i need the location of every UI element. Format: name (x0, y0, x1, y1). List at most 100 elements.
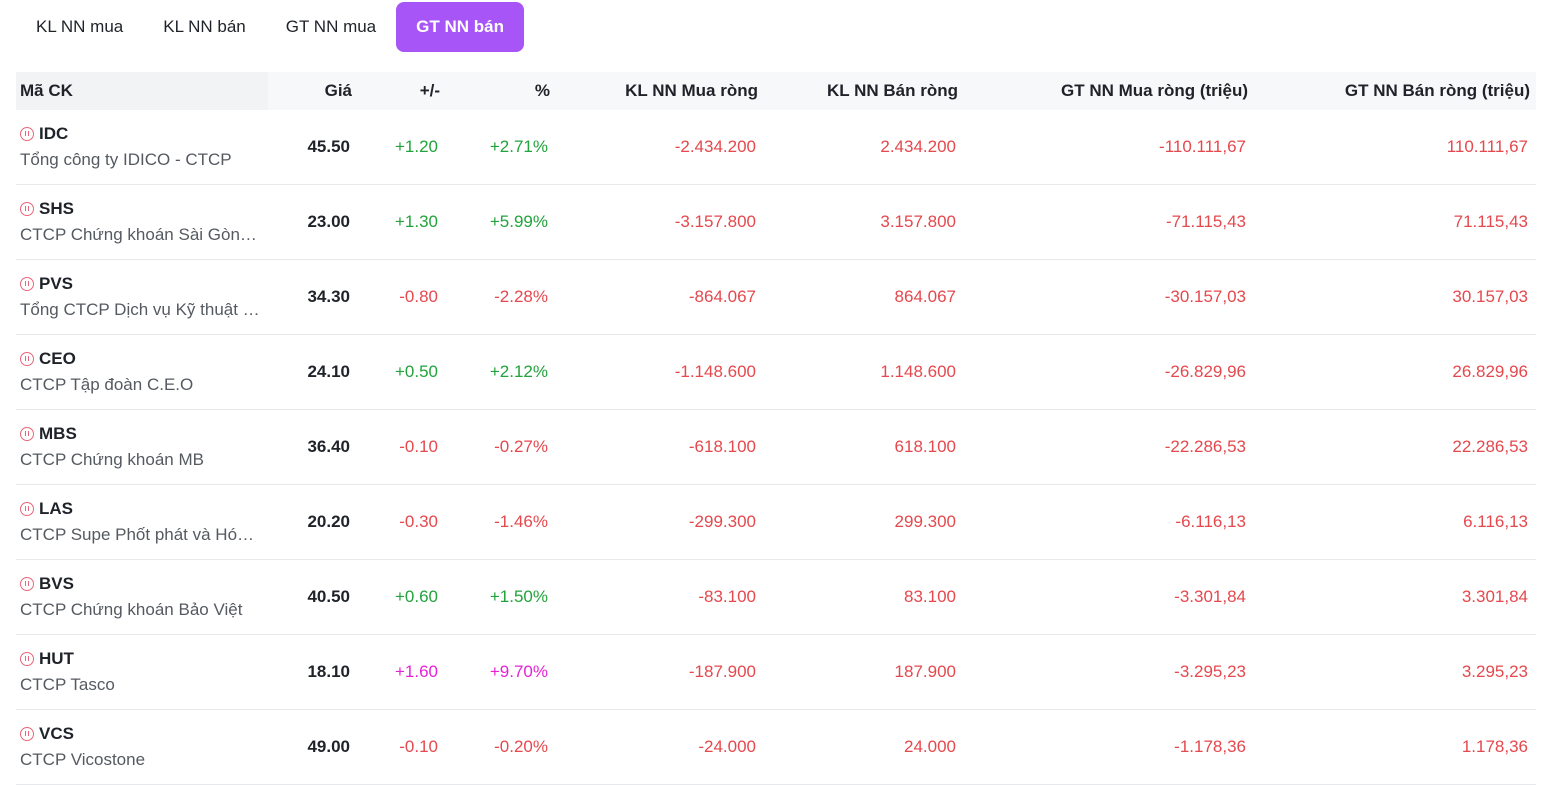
table-body: IDC Tổng công ty IDICO - CTCP 45.50 +1.20 +2… (16, 110, 1536, 785)
change-cell: -0.30 (399, 512, 438, 531)
gt-ban-rong-cell: 3.295,23 (1461, 662, 1528, 681)
kl-mua-rong-cell: -618.100 (688, 437, 756, 456)
tab-kl-nn-ban[interactable]: KL NN bán (163, 17, 246, 36)
stock-symbol[interactable]: PVS (39, 274, 74, 293)
gt-ban-rong-cell: 26.829,96 (1452, 362, 1528, 381)
symbol-line: BVS (20, 574, 260, 594)
change-cell: -0.10 (399, 737, 438, 756)
change-cell: +0.60 (394, 587, 438, 606)
table-row[interactable]: IDC Tổng công ty IDICO - CTCP 45.50 +1.20 +2… (16, 110, 1536, 185)
kl-mua-rong-cell: -24.000 (698, 737, 756, 756)
table-row[interactable]: BVS CTCP Chứng khoán Bảo Việt 40.50 +0.60 +1… (16, 560, 1536, 635)
stock-cell[interactable]: SHS CTCP Chứng khoán Sài Gòn - Hà Nội (16, 199, 268, 245)
table-row[interactable]: CEO CTCP Tập đoàn C.E.O 24.10 +0.50 +2.12% -1… (16, 335, 1536, 410)
stock-symbol[interactable]: BVS (39, 574, 74, 593)
gt-mua-rong-cell: -71.115,43 (1165, 212, 1246, 231)
pause-circle-icon (20, 127, 34, 141)
kl-ban-rong-cell: 83.100 (904, 587, 956, 606)
stock-cell[interactable]: PVS Tổng CTCP Dịch vụ Kỹ thuật Dầu khí Vi… (16, 274, 268, 320)
kl-ban-rong-cell: 618.100 (894, 437, 956, 456)
gt-mua-rong-cell: -22.286,53 (1164, 437, 1246, 456)
change-cell: +1.20 (394, 137, 438, 156)
stock-cell[interactable]: VCS CTCP Vicostone (16, 724, 268, 770)
company-name: CTCP Supe Phốt phát và Hóa chất Lâm Thao (20, 525, 260, 544)
stock-symbol[interactable]: IDC (39, 124, 69, 143)
tab-gt-nn-ban[interactable]: GT NN bán (396, 2, 524, 52)
stock-symbol[interactable]: VCS (39, 724, 74, 743)
table-row[interactable]: LAS CTCP Supe Phốt phát và Hóa chất Lâm T… (16, 485, 1536, 560)
stock-cell[interactable]: IDC Tổng công ty IDICO - CTCP (16, 124, 268, 170)
price-cell: 23.00 (307, 212, 350, 231)
kl-mua-rong-cell: -83.100 (698, 587, 756, 606)
gt-mua-rong-cell: -3.295,23 (1174, 662, 1246, 681)
kl-mua-rong-cell: -2.434.200 (674, 137, 756, 156)
symbol-line: SHS (20, 199, 260, 219)
gt-ban-rong-cell: 1.178,36 (1461, 737, 1528, 756)
price-cell: 18.10 (307, 662, 350, 681)
table-row[interactable]: VCS CTCP Vicostone 49.00 -0.10 -0.20% -24.000… (16, 710, 1536, 785)
percent-cell: -2.28% (494, 287, 548, 306)
pause-circle-icon (20, 427, 34, 441)
percent-cell: -0.20% (494, 737, 548, 756)
tab-gt-nn-mua[interactable]: GT NN mua (285, 17, 377, 36)
column-header-gt-mua-rong[interactable]: GT NN Mua ròng (triệu) (1061, 81, 1248, 100)
pause-circle-icon (20, 577, 34, 591)
stock-symbol[interactable]: LAS (39, 499, 73, 518)
gt-ban-rong-cell: 6.116,13 (1463, 512, 1528, 531)
table-row[interactable]: MBS CTCP Chứng khoán MB 36.40 -0.10 -0.27% -6… (16, 410, 1536, 485)
stock-cell[interactable]: CEO CTCP Tập đoàn C.E.O (16, 349, 268, 395)
stock-cell[interactable]: BVS CTCP Chứng khoán Bảo Việt (16, 574, 268, 620)
stock-symbol[interactable]: SHS (39, 199, 74, 218)
percent-cell: +1.50% (489, 587, 548, 606)
gt-mua-rong-cell: -110.111,67 (1159, 137, 1246, 156)
gt-ban-rong-cell: 3.301,84 (1461, 587, 1528, 606)
gt-mua-rong-cell: -1.178,36 (1174, 737, 1246, 756)
company-name: CTCP Vicostone (20, 750, 146, 769)
stock-cell[interactable]: HUT CTCP Tasco (16, 649, 268, 695)
pause-circle-icon (20, 502, 34, 516)
pause-circle-icon (20, 652, 34, 666)
company-name: Tổng CTCP Dịch vụ Kỹ thuật Dầu khí Việt … (20, 300, 260, 319)
gt-ban-rong-cell: 22.286,53 (1452, 437, 1528, 456)
gt-mua-rong-cell: -6.116,13 (1175, 512, 1246, 531)
percent-cell: -1.46% (494, 512, 548, 531)
pause-circle-icon (20, 277, 34, 291)
column-header-price[interactable]: Giá (324, 81, 352, 100)
column-header-change[interactable]: +/- (419, 81, 440, 100)
price-cell: 36.40 (307, 437, 350, 456)
kl-ban-rong-cell: 1.148.600 (880, 362, 956, 381)
kl-ban-rong-cell: 864.067 (894, 287, 956, 306)
stock-symbol[interactable]: MBS (39, 424, 77, 443)
symbol-line: PVS (20, 274, 260, 294)
pause-circle-icon (20, 202, 34, 216)
kl-mua-rong-cell: -864.067 (688, 287, 756, 306)
table-row[interactable]: SHS CTCP Chứng khoán Sài Gòn - Hà Nội 23.0… (16, 185, 1536, 260)
kl-ban-rong-cell: 3.157.800 (880, 212, 956, 231)
stock-symbol[interactable]: HUT (39, 649, 74, 668)
kl-mua-rong-cell: -187.900 (688, 662, 756, 681)
stock-cell[interactable]: LAS CTCP Supe Phốt phát và Hóa chất Lâm T… (16, 499, 268, 545)
pause-circle-icon (20, 352, 34, 366)
column-header-kl-mua-rong[interactable]: KL NN Mua ròng (625, 81, 758, 100)
symbol-line: LAS (20, 499, 260, 519)
table-row[interactable]: HUT CTCP Tasco 18.10 +1.60 +9.70% -187.900 187… (16, 635, 1536, 710)
stock-cell[interactable]: MBS CTCP Chứng khoán MB (16, 424, 268, 470)
tab-kl-nn-mua[interactable]: KL NN mua (36, 17, 124, 36)
foreign-trading-table: Mã CK Giá +/- % KL NN Mua ròng KL NN Bán… (16, 72, 1536, 785)
column-header-kl-ban-rong[interactable]: KL NN Bán ròng (827, 81, 958, 100)
price-cell: 34.30 (307, 287, 350, 306)
symbol-line: CEO (20, 349, 260, 369)
symbol-line: MBS (20, 424, 260, 444)
stock-symbol[interactable]: CEO (39, 349, 76, 368)
column-header-symbol[interactable]: Mã CK (16, 72, 268, 110)
company-name: CTCP Tasco (20, 675, 115, 694)
percent-cell: +2.12% (489, 362, 548, 381)
change-cell: +1.30 (394, 212, 438, 231)
gt-ban-rong-cell: 110.111,67 (1446, 137, 1528, 156)
percent-cell: -0.27% (494, 437, 548, 456)
table-row[interactable]: PVS Tổng CTCP Dịch vụ Kỹ thuật Dầu khí Vi… (16, 260, 1536, 335)
column-header-percent[interactable]: % (534, 81, 550, 100)
gt-ban-rong-cell: 30.157,03 (1452, 287, 1528, 306)
change-cell: -0.80 (399, 287, 438, 306)
column-header-gt-ban-rong[interactable]: GT NN Bán ròng (triệu) (1344, 81, 1530, 100)
